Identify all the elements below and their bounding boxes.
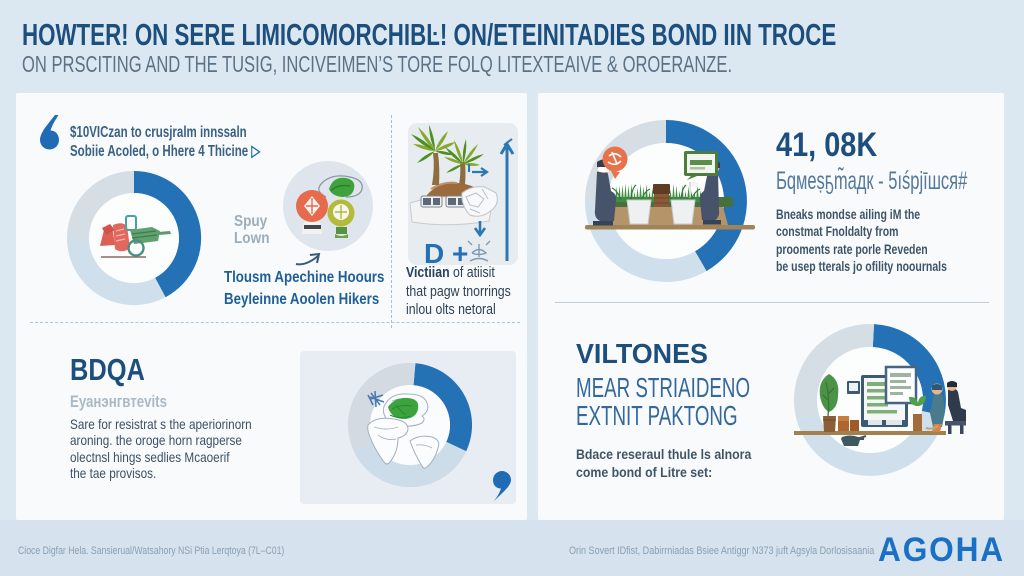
svg-text:D +: D + [424, 238, 468, 265]
